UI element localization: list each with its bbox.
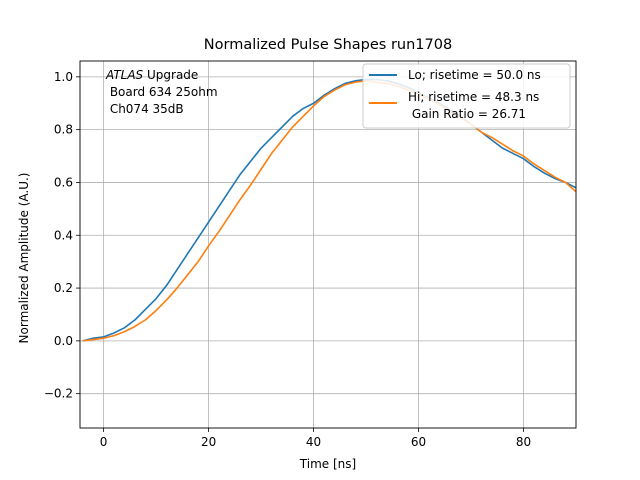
x-tick-label: 0 [100, 435, 108, 449]
legend-box [362, 63, 571, 129]
y-tick-label: 1.0 [54, 70, 73, 84]
x-axis-label: Time [ns] [299, 457, 356, 471]
legend-label-hi-line2: Gain Ratio = 26.71 [408, 107, 526, 121]
legend-label-hi-line1: Hi; risetime = 48.3 ns [408, 90, 539, 104]
legend-label-hi: Hi; risetime = 48.3 ns Gain Ratio = 26.7… [0, 0, 566, 121]
chart-title: Normalized Pulse Shapes run1708 [204, 37, 452, 53]
annotation-line-2: Board 634 25ohm [106, 85, 218, 99]
annotation-upgrade: Upgrade [143, 68, 198, 82]
y-tick-label: −0.2 [44, 387, 73, 401]
annotation-line-3: Ch074 35dB [106, 102, 184, 116]
series-lo-line [82, 78, 576, 342]
series-lines [82, 78, 576, 342]
plot-frame [79, 60, 577, 429]
annotation-text: ATLAS Upgrade Board 634 25ohm Ch074 35dB [105, 68, 218, 116]
annotation-line-1: ATLAS Upgrade [105, 68, 198, 82]
axis-ticks: 0 20 40 60 80 −0.2 0.0 0.2 0.4 0.6 0.8 1.0 [44, 70, 531, 449]
legend: Lo; risetime = 50.0 ns Hi; risetime = 48… [0, 0, 571, 129]
series-hi-line [82, 80, 576, 342]
y-axis-label: Normalized Amplitude (A.U.) [17, 173, 31, 344]
annotation-atlas: ATLAS [105, 68, 144, 82]
x-tick-label: 20 [201, 435, 216, 449]
x-tick-label: 80 [516, 435, 531, 449]
legend-label-lo: Lo; risetime = 50.0 ns [408, 68, 541, 82]
x-tick-label: 60 [411, 435, 426, 449]
y-tick-label: 0.8 [54, 123, 73, 137]
y-tick-label: 0.0 [54, 334, 73, 348]
y-tick-label: 0.6 [54, 175, 73, 189]
x-tick-label: 40 [306, 435, 321, 449]
y-tick-label: 0.4 [54, 228, 73, 242]
y-tick-label: 0.2 [54, 281, 73, 295]
